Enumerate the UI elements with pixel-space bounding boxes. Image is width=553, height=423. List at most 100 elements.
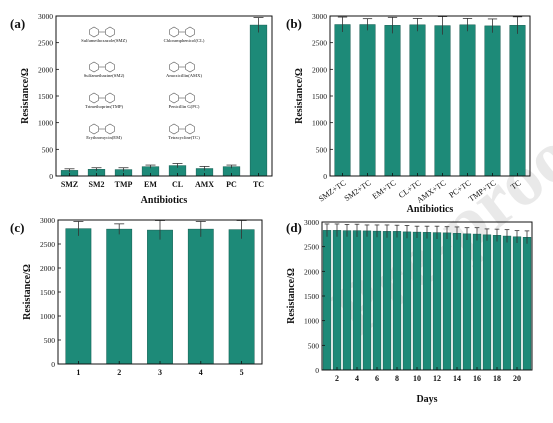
ring	[169, 26, 179, 38]
x-tick-label: 16	[473, 374, 481, 383]
x-tick-label: 4	[199, 368, 203, 377]
structure-label: Penicillin G(PC)	[169, 104, 200, 109]
x-tick-label: 20	[513, 374, 521, 383]
y-tick-label: 2500	[40, 240, 55, 249]
ring	[185, 123, 195, 135]
y-axis-label: Resistance/Ω	[22, 264, 33, 320]
bar	[502, 235, 512, 371]
molecule-icon	[89, 92, 115, 104]
bar	[522, 237, 532, 371]
x-tick-label: 2	[117, 368, 121, 377]
y-tick-label: 2500	[312, 39, 327, 48]
panel-label: (d)	[286, 220, 302, 235]
bar	[382, 231, 392, 371]
molecule-icon	[169, 123, 195, 135]
y-tick-label: 2500	[38, 39, 53, 48]
bar	[409, 24, 426, 177]
molecule-icon	[89, 123, 115, 135]
y-axis-label: Resistance/Ω	[286, 268, 297, 324]
y-tick-label: 1000	[38, 119, 53, 128]
bar	[484, 25, 501, 177]
x-tick-label: EM	[144, 180, 157, 189]
bar	[322, 230, 332, 371]
y-tick-label: 500	[42, 145, 54, 154]
x-tick-label: 6	[375, 374, 379, 383]
panel-0: (a) 0 500 1000 1500 2000 2500 3000 SMZ SM2 TMP EM CL…	[10, 12, 273, 206]
structure-label: Tetracycline(TC)	[168, 135, 200, 140]
y-tick-label: 1000	[312, 119, 327, 128]
ring	[169, 123, 179, 135]
x-tick-label: 2	[335, 374, 339, 383]
x-tick-label: SM2	[89, 180, 105, 189]
x-tick-label: 1	[76, 368, 80, 377]
y-tick-label: 0	[49, 172, 53, 181]
bar	[434, 25, 451, 177]
y-tick-label: 1000	[40, 312, 55, 321]
bar	[402, 231, 412, 371]
y-axis-label: Resistance/Ω	[294, 68, 305, 124]
bar	[187, 228, 214, 365]
bar	[492, 235, 502, 371]
x-tick-label: TC	[253, 180, 264, 189]
bar	[462, 233, 472, 371]
y-tick-label: 1000	[304, 317, 319, 326]
x-tick-label: TMP	[115, 180, 133, 189]
bar	[459, 24, 476, 177]
y-tick-label: 0	[51, 360, 55, 369]
ring	[89, 123, 99, 135]
ring	[105, 26, 115, 38]
y-tick-label: 500	[308, 341, 320, 350]
bar	[452, 233, 462, 371]
y-tick-label: 500	[44, 336, 56, 345]
y-tick-label: 3000	[40, 216, 55, 225]
y-tick-label: 500	[316, 145, 328, 154]
x-tick-label: CL	[172, 180, 183, 189]
x-tick-label: PC	[226, 180, 237, 189]
bar	[472, 233, 482, 371]
panel-label: (a)	[10, 16, 25, 31]
x-tick-label: 4	[355, 374, 359, 383]
y-tick-label: 3000	[312, 12, 327, 21]
panel-2: (c) 0 500 1000 1500 2000 2500 3000 1 2 3 4 5 Resistan…	[10, 216, 263, 377]
bar	[228, 229, 255, 365]
y-tick-label: 0	[323, 172, 327, 181]
bar	[352, 230, 362, 371]
bar	[509, 25, 526, 177]
bar	[432, 232, 442, 371]
y-tick-label: 3000	[304, 218, 319, 227]
x-tick-label: 14	[453, 374, 461, 383]
y-tick-label: 1500	[38, 92, 53, 101]
structure-label: Amoxicillin(AMX)	[166, 73, 202, 78]
y-tick-label: 1500	[304, 292, 319, 301]
y-tick-label: 1500	[40, 288, 55, 297]
x-tick-label: 12	[433, 374, 441, 383]
bar	[249, 24, 268, 177]
y-tick-label: 2000	[312, 65, 327, 74]
bar	[362, 230, 372, 371]
molecule-icon	[169, 92, 195, 104]
bar	[422, 232, 432, 371]
x-tick-label: SMZ	[61, 180, 78, 189]
structure-inset: Sulfamethoxazole(SMZ) Chloramphenicol(CL)…	[81, 26, 205, 140]
y-tick-label: 2000	[304, 267, 319, 276]
x-tick-label: 8	[395, 374, 399, 383]
x-tick-label: EM+TC	[371, 178, 398, 201]
structure-label: Trimethoprim(TMP)	[85, 104, 124, 109]
x-tick-label: 10	[413, 374, 421, 383]
y-tick-label: 3000	[38, 12, 53, 21]
x-axis-label: Antibiotics	[407, 204, 454, 215]
bar	[512, 236, 522, 371]
bar	[342, 230, 352, 371]
panel-1: (b) 0 500 1000 1500 2000 2500 3000 SMZ+TCSM2+TCE…	[286, 12, 531, 215]
y-tick-label: 1500	[312, 92, 327, 101]
ring	[89, 61, 99, 73]
molecule-icon	[169, 61, 195, 73]
structure-label: Sulfamethoxazole(SMZ)	[81, 38, 127, 43]
ring	[89, 26, 99, 38]
ring	[185, 26, 195, 38]
bar	[106, 228, 133, 365]
bar	[359, 24, 376, 177]
molecule-icon	[169, 26, 195, 38]
